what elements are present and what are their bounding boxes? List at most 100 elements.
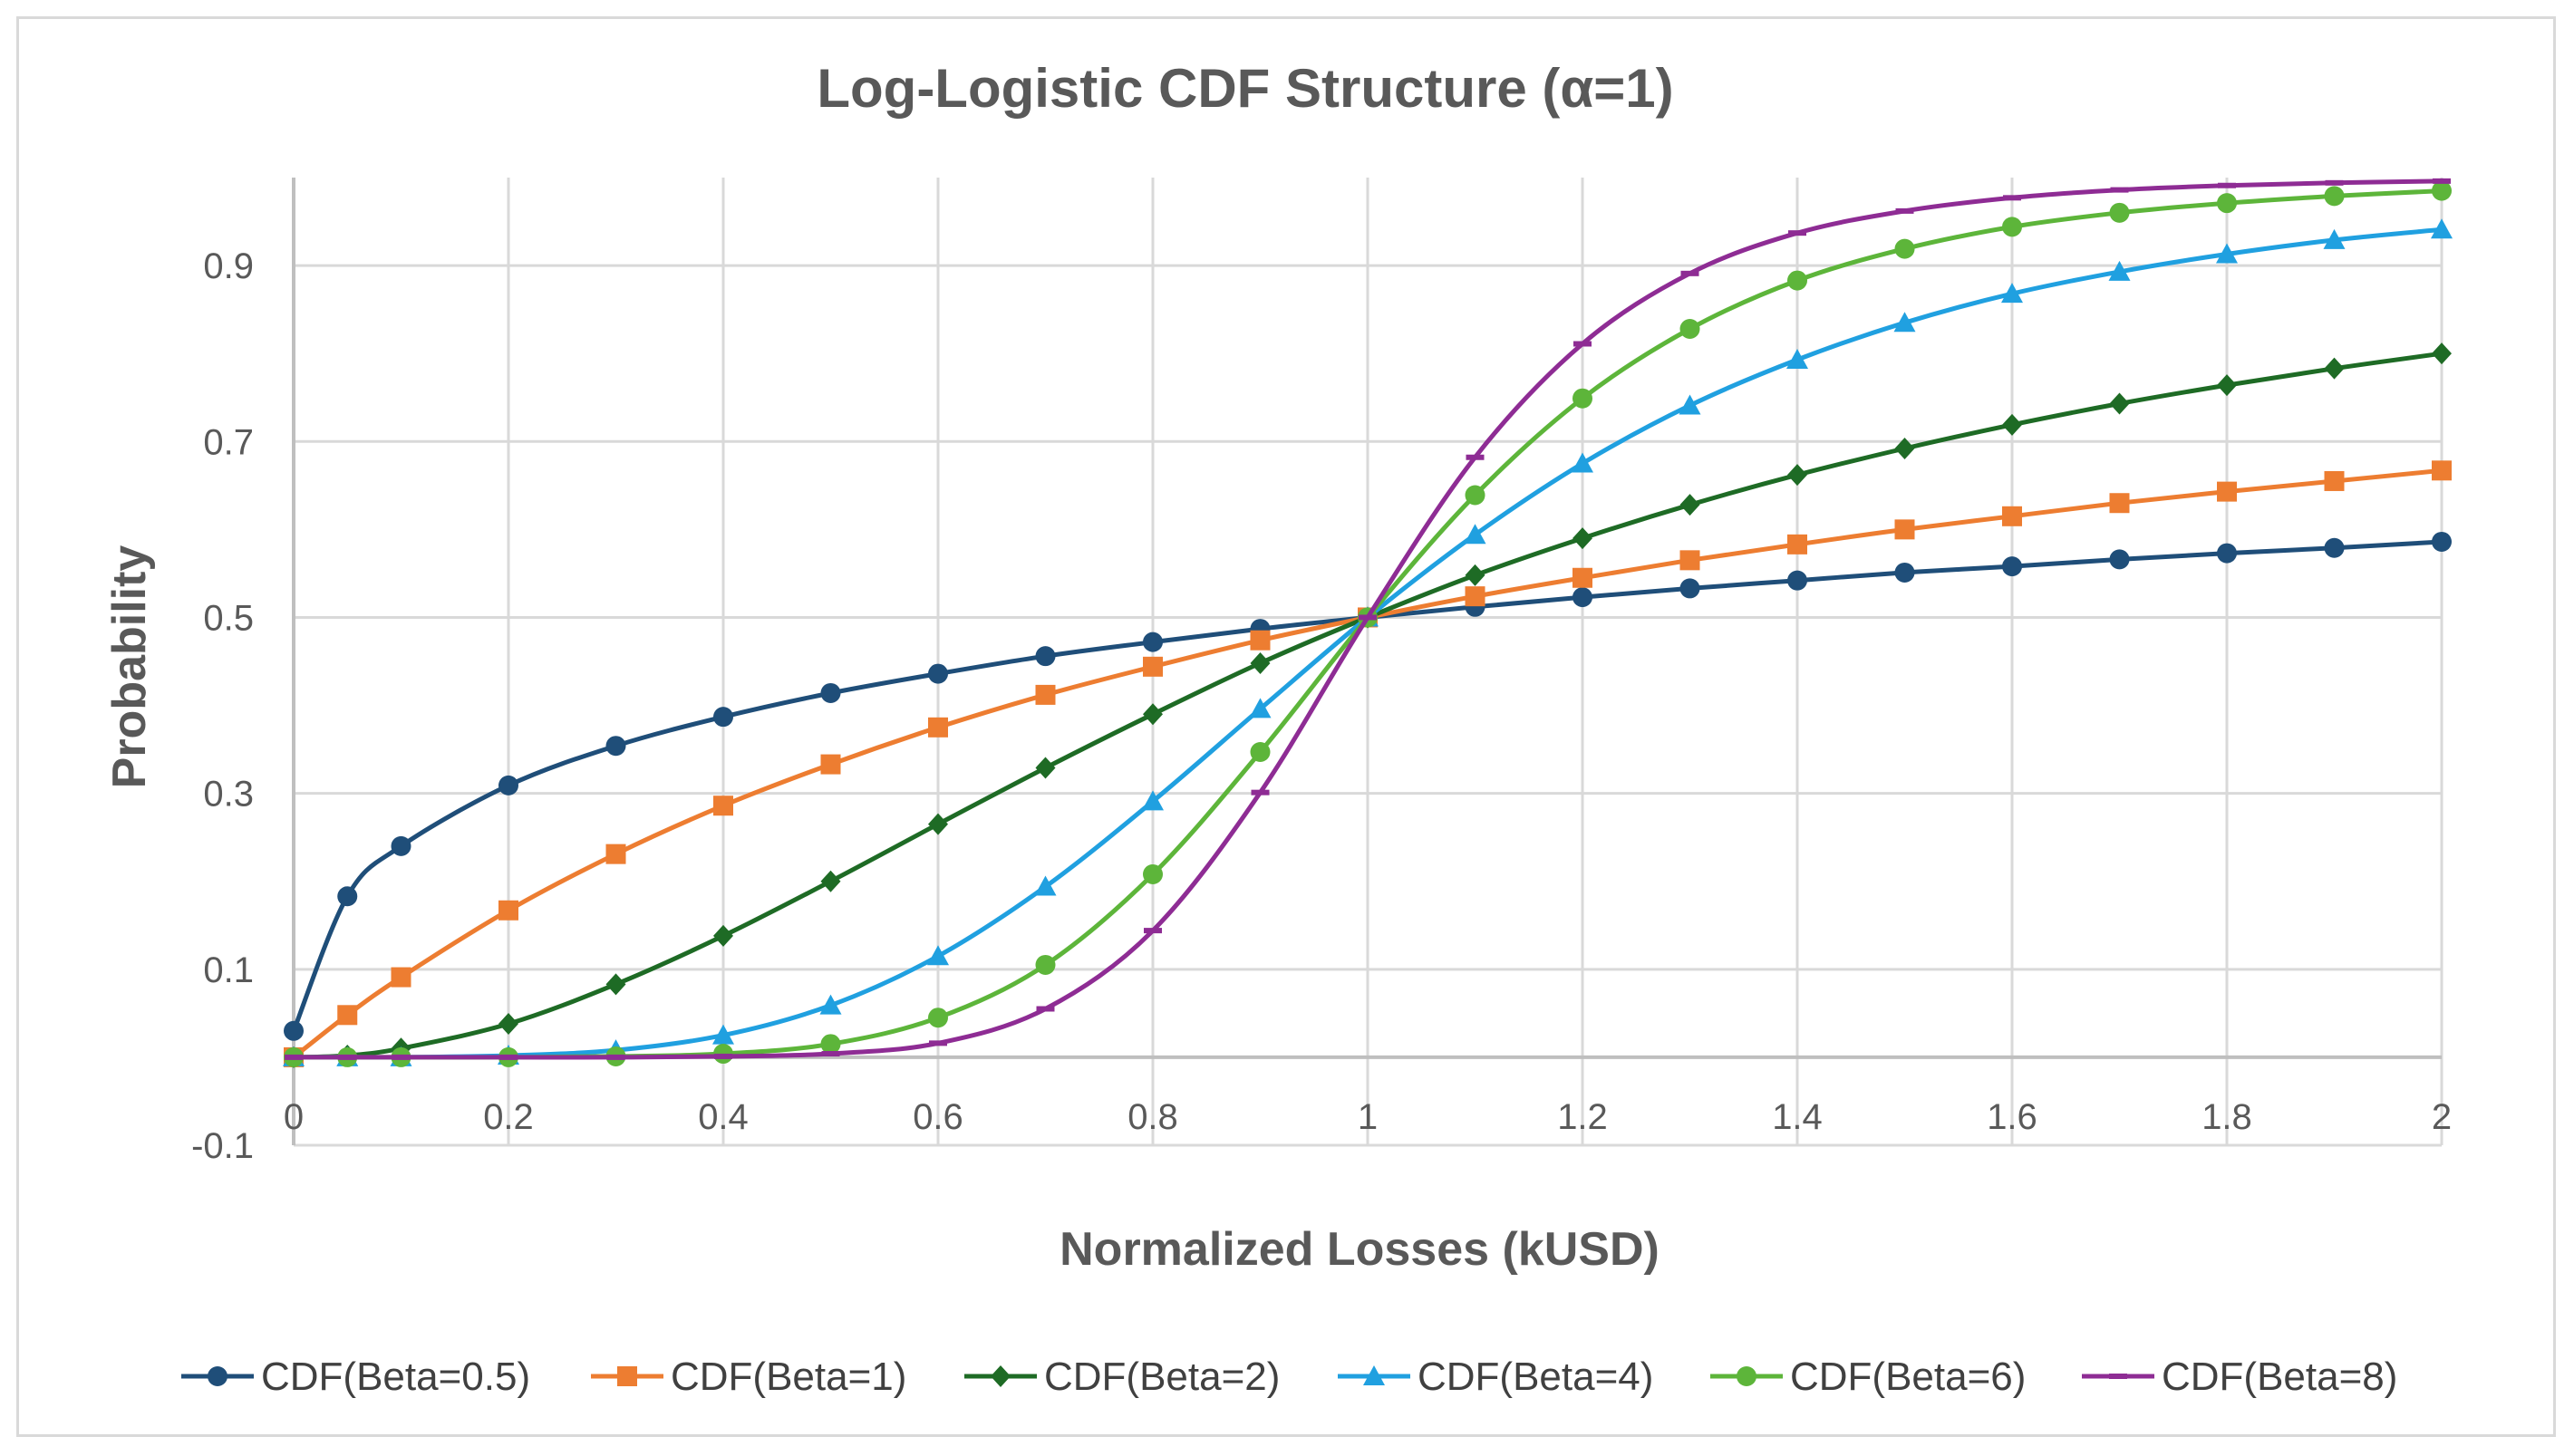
chart-frame (16, 16, 2556, 1437)
legend-swatch-marker (617, 1366, 637, 1386)
data-point (2217, 374, 2237, 397)
data-point (2324, 186, 2345, 207)
data-point (820, 870, 841, 892)
data-point (2002, 413, 2022, 436)
data-point (929, 1040, 947, 1046)
y-axis-title: Probability (103, 545, 156, 789)
legend-label: CDF(Beta=0.5) (261, 1355, 530, 1399)
data-point (1787, 464, 1807, 487)
data-point (605, 973, 626, 996)
data-point (1465, 586, 1485, 607)
series-line (292, 468, 2443, 1059)
x-tick-label: 2 (2432, 1097, 2452, 1137)
data-point (1787, 570, 1807, 591)
data-point (1679, 550, 1700, 571)
series-line (291, 539, 2443, 1032)
data-point (2432, 531, 2452, 552)
data-point (928, 663, 948, 684)
data-point (1143, 656, 1163, 677)
data-point (2109, 549, 2130, 570)
data-point (1680, 270, 1699, 276)
legend-item: CDF(Beta=4) (1338, 1355, 1653, 1399)
data-point (1143, 703, 1163, 726)
data-point (2324, 537, 2345, 558)
y-tick-labels: -0.1 0.1 0.3 0.5 0.7 0.9 (191, 246, 254, 1166)
data-point (2002, 506, 2022, 526)
data-point (2324, 470, 2345, 491)
legend-swatch-marker (208, 1366, 227, 1386)
legend-item: CDF(Beta=8) (2082, 1355, 2397, 1399)
x-tick-label: 0 (284, 1097, 304, 1137)
data-point (2432, 180, 2452, 201)
series-6 (285, 178, 2451, 1060)
legend-label: CDF(Beta=2) (1044, 1355, 1280, 1399)
data-point (1465, 485, 1485, 506)
data-point (1572, 567, 1592, 588)
data-point (2432, 342, 2452, 365)
x-tick-label: 0.4 (698, 1097, 749, 1137)
data-point (1250, 651, 1271, 674)
data-point (2001, 283, 2023, 304)
data-point (2325, 179, 2344, 186)
legend-item: CDF(Beta=6) (1710, 1355, 2026, 1399)
data-point (499, 1054, 518, 1060)
data-point (391, 835, 411, 856)
data-point (1144, 928, 1162, 934)
data-point (605, 844, 626, 864)
data-point (714, 1053, 732, 1059)
data-point (2003, 195, 2021, 201)
x-tick-label: 0.2 (483, 1097, 534, 1137)
data-point (1787, 270, 1807, 291)
legend-swatch-marker (1363, 1365, 1385, 1385)
y-tick-label: 0.3 (203, 775, 254, 815)
data-point (2109, 493, 2130, 514)
data-point (821, 1051, 840, 1057)
data-point (605, 736, 626, 757)
x-axis-title: Normalized Losses (kUSD) (1060, 1223, 1660, 1276)
data-point (820, 1034, 841, 1055)
data-point (2432, 460, 2452, 481)
data-point (820, 754, 841, 775)
legend-swatch-marker (991, 1365, 1011, 1387)
data-point (2110, 187, 2129, 193)
data-point (712, 1024, 734, 1045)
data-point (2109, 202, 2130, 223)
data-point (1142, 790, 1164, 811)
data-point (285, 1054, 303, 1060)
data-point (1035, 646, 1056, 667)
data-point (1572, 527, 1592, 550)
data-point (1250, 742, 1271, 763)
data-point (498, 900, 518, 921)
data-point (2218, 182, 2236, 188)
data-point (2324, 357, 2345, 380)
data-point (2433, 178, 2451, 184)
data-point (1251, 789, 1270, 795)
series-line (293, 178, 2443, 1060)
data-point (2002, 217, 2022, 237)
data-point (392, 1054, 411, 1060)
data-point (2108, 260, 2131, 281)
data-point (338, 1054, 357, 1060)
data-point (713, 795, 733, 816)
data-point (1143, 863, 1163, 884)
data-point (1893, 312, 1916, 333)
data-point (2431, 218, 2453, 239)
data-point (1894, 519, 1915, 540)
data-point (1572, 452, 1593, 473)
data-point (606, 1054, 625, 1060)
data-point (1679, 494, 1700, 516)
x-tick-label: 0.6 (913, 1097, 963, 1137)
y-tick-label: 0.7 (203, 422, 254, 462)
x-tick-labels: 0 0.2 0.4 0.6 0.8 1 1.2 1.4 1.6 1.8 2 (284, 1097, 2452, 1137)
data-point (1895, 207, 1914, 214)
chart-title: Log-Logistic CDF Structure (α=1) (817, 58, 1673, 119)
data-point (819, 994, 842, 1015)
legend-label: CDF(Beta=4) (1418, 1355, 1653, 1399)
data-point (498, 775, 518, 795)
data-point (1359, 614, 1377, 621)
data-point (337, 886, 358, 907)
data-point (2323, 228, 2346, 249)
data-point (928, 813, 948, 835)
data-point (2217, 543, 2237, 564)
